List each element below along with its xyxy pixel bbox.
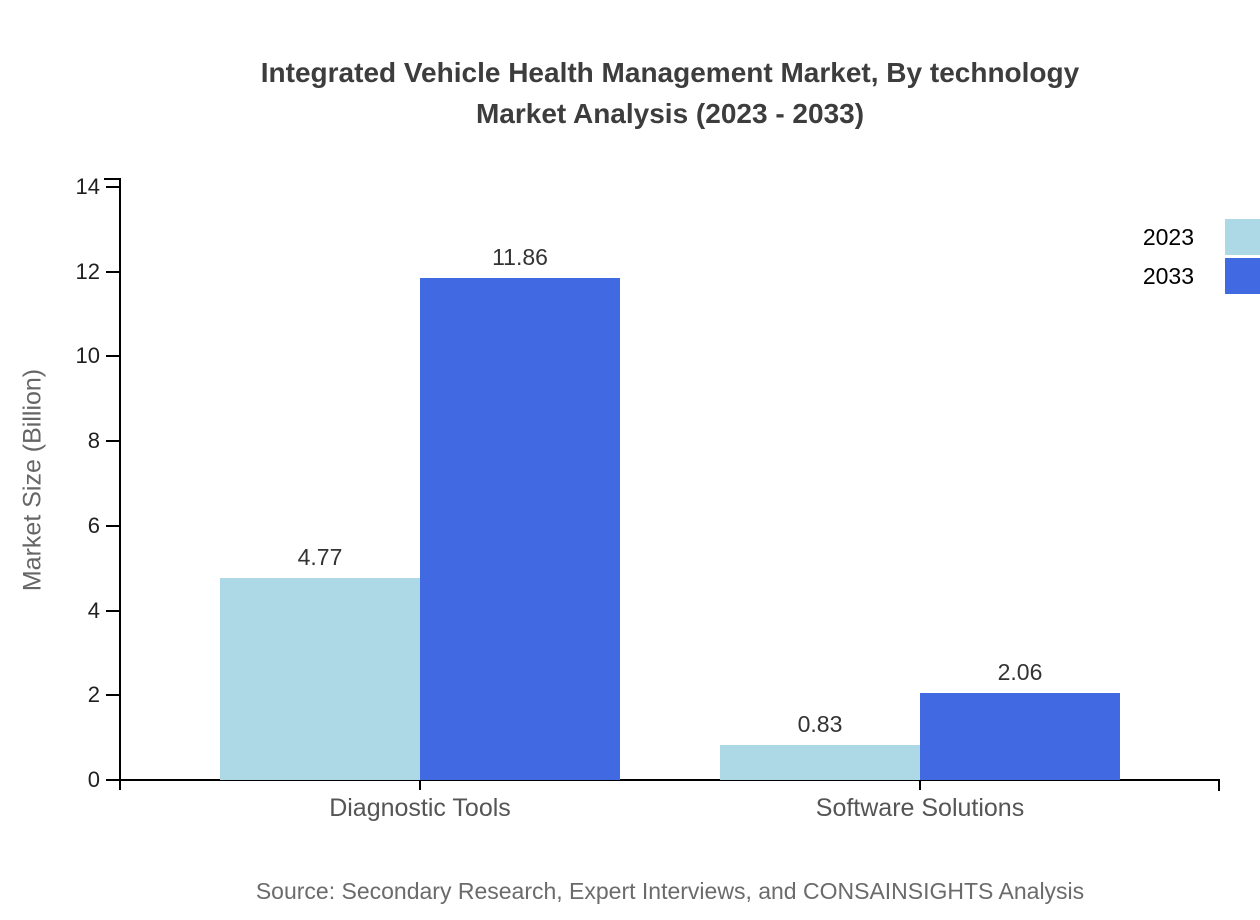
y-tick-line	[106, 186, 120, 188]
y-tick-line	[106, 694, 120, 697]
chart-title-line2: Market Analysis (2023 - 2033)	[475, 98, 865, 129]
bar-2033-diagnostic-tools	[420, 277, 620, 780]
y-tick-label: 0	[87, 767, 100, 792]
y-tick-label: 4	[87, 597, 100, 623]
x-axis-line	[119, 779, 1220, 781]
y-tick-line	[106, 440, 120, 443]
legend: 2023 2033	[1143, 219, 1260, 297]
y-tick-line	[106, 355, 120, 358]
bar-2033-software-solutions	[920, 692, 1120, 780]
y-tick-line	[106, 524, 120, 527]
x-tick-line	[419, 780, 421, 790]
legend-label: 2033	[1142, 262, 1194, 289]
bar-value-label: 0.83	[797, 710, 843, 737]
y-tick-label: 8	[87, 428, 100, 454]
y-tick-line	[106, 609, 120, 612]
x-category-label-diagnostic-tools: Diagnostic Tools	[329, 794, 511, 822]
legend-swatch	[1225, 258, 1260, 294]
bar-value-label: 11.86	[492, 243, 548, 270]
source-note: Source: Secondary Research, Expert Inter…	[255, 878, 1085, 904]
y-tick-line	[106, 779, 120, 781]
legend-swatch	[1225, 219, 1260, 255]
x-tick-line	[919, 780, 921, 790]
chart-title-line1: Integrated Vehicle Health Management Mar…	[260, 57, 1080, 88]
y-axis-line	[119, 178, 121, 790]
x-axis-right-cap	[1218, 779, 1220, 791]
y-tick-label: 14	[75, 174, 100, 199]
bar-value-label: 4.77	[297, 543, 343, 570]
bar-2023-software-solutions	[720, 744, 920, 780]
y-tick-label: 10	[75, 343, 100, 369]
y-tick-label: 12	[75, 258, 100, 284]
chart-title: Integrated Vehicle Health Management Mar…	[120, 52, 1220, 134]
bar-2023-diagnostic-tools	[220, 577, 420, 780]
y-axis-title: Market Size (Billion)	[18, 368, 47, 592]
legend-item-2023: 2023	[1143, 219, 1260, 255]
x-category-label-software-solutions: Software Solutions	[815, 794, 1025, 822]
bar-value-label: 2.06	[997, 658, 1043, 685]
y-tick-label: 6	[87, 512, 100, 538]
y-tick-line	[106, 270, 120, 273]
legend-label: 2023	[1142, 223, 1194, 250]
legend-item-2033: 2033	[1143, 258, 1260, 294]
y-axis-top-cap	[104, 178, 121, 180]
y-tick-label: 2	[87, 682, 100, 708]
